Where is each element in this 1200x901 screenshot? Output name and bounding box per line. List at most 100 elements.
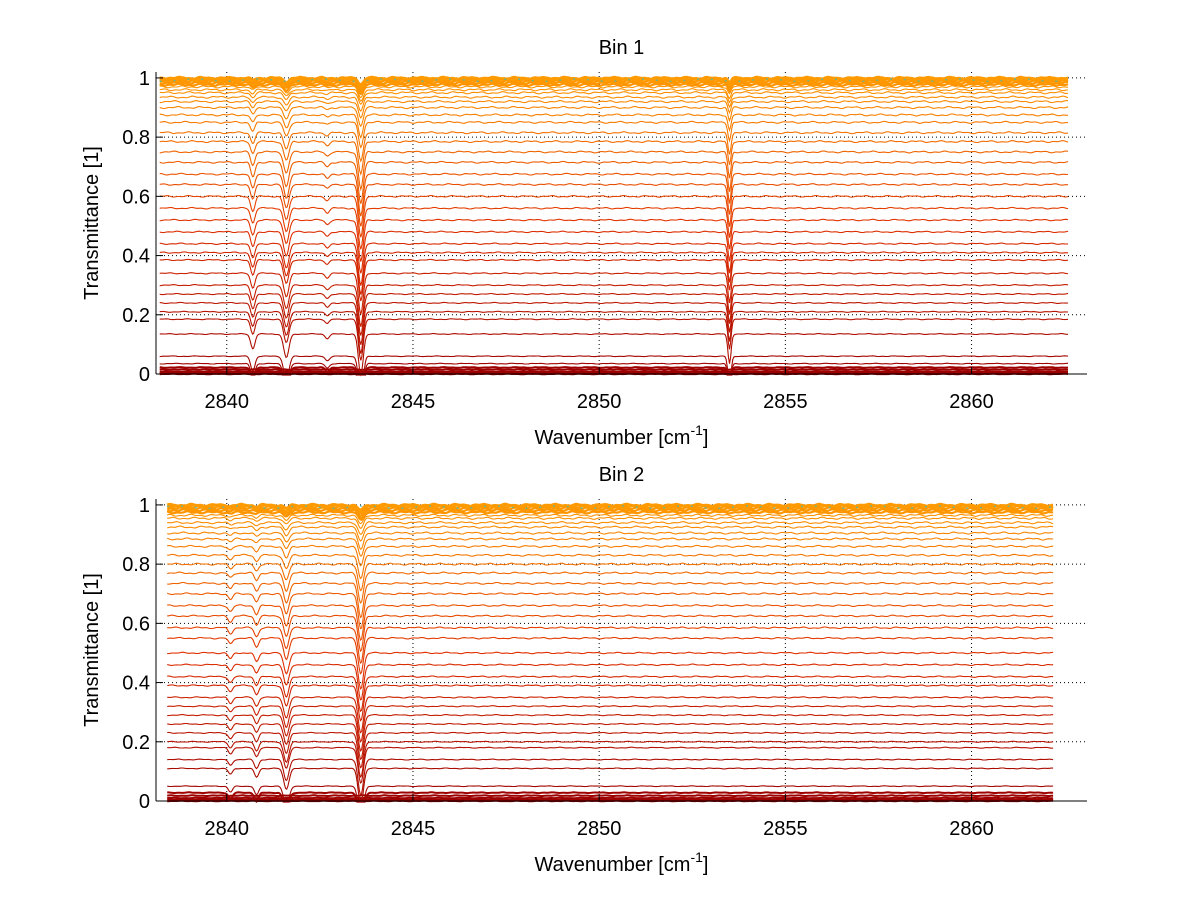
series-line xyxy=(167,626,1054,665)
series-line xyxy=(159,140,1069,176)
series-line xyxy=(159,150,1069,192)
noise-mark xyxy=(380,78,383,80)
series-group xyxy=(166,502,1054,804)
noise-mark xyxy=(236,505,239,507)
noise-mark xyxy=(484,505,487,508)
x-axis-label-end: ] xyxy=(703,427,709,449)
series-line xyxy=(159,362,1069,376)
series-line xyxy=(167,684,1054,722)
noise-mark xyxy=(759,506,762,508)
series-line xyxy=(167,525,1054,542)
y-axis-label: Transmittance [1] xyxy=(81,146,103,300)
series-line xyxy=(159,172,1069,217)
noise-mark xyxy=(573,78,576,80)
x-tick-label: 2855 xyxy=(763,818,808,840)
series-line xyxy=(159,318,1069,361)
y-axis-label: Transmittance [1] xyxy=(81,573,103,727)
noise-mark xyxy=(394,78,396,81)
noise-mark xyxy=(821,78,824,81)
series-line xyxy=(167,794,1054,798)
noise-mark xyxy=(346,506,349,509)
noise-mark xyxy=(490,80,493,82)
series-line xyxy=(167,696,1054,734)
series-line xyxy=(159,105,1069,128)
noise-mark xyxy=(228,80,231,82)
series-line xyxy=(159,218,1069,262)
x-axis-label-superscript: -1 xyxy=(690,849,703,865)
noise-mark xyxy=(663,506,666,509)
noise-mark xyxy=(745,505,748,507)
series-line xyxy=(159,230,1069,274)
series-line xyxy=(159,75,1069,86)
noise-mark xyxy=(263,507,266,509)
series-line xyxy=(159,85,1068,99)
noise-mark xyxy=(1027,78,1030,80)
noise-mark xyxy=(173,79,176,82)
series-line xyxy=(167,521,1054,535)
series-line xyxy=(167,796,1054,800)
noise-mark xyxy=(890,78,892,80)
noise-mark xyxy=(697,78,700,80)
noise-mark xyxy=(194,506,197,509)
series-line xyxy=(166,502,1054,511)
noise-mark xyxy=(586,78,589,81)
noise-mark xyxy=(167,505,170,508)
noise-mark xyxy=(511,506,514,509)
noise-mark xyxy=(373,505,376,508)
noise-mark xyxy=(181,505,183,507)
noise-mark xyxy=(318,506,321,508)
noise-mark xyxy=(718,507,721,509)
series-line xyxy=(159,368,1068,371)
noise-mark xyxy=(958,78,961,80)
series-line xyxy=(159,292,1069,336)
noise-mark xyxy=(449,78,452,80)
noise-mark xyxy=(401,507,404,509)
noise-mark xyxy=(297,80,300,82)
x-tick-label: 2860 xyxy=(949,391,994,413)
series-line xyxy=(167,537,1054,557)
series-line xyxy=(167,592,1054,630)
noise-mark xyxy=(291,505,294,508)
y-tick-label: 0.4 xyxy=(122,246,150,268)
noise-mark xyxy=(531,79,534,82)
series-line xyxy=(159,95,1069,113)
y-tick-label: 0 xyxy=(139,791,150,813)
noise-mark xyxy=(952,506,955,508)
noise-mark xyxy=(539,506,542,508)
noise-mark xyxy=(655,79,658,81)
series-line xyxy=(167,562,1054,592)
series-line xyxy=(166,508,1054,520)
series-line xyxy=(167,746,1054,784)
noise-mark xyxy=(793,80,796,82)
x-tick-label: 2850 xyxy=(577,818,622,840)
noise-mark xyxy=(187,78,190,80)
noise-mark xyxy=(980,507,983,509)
noise-mark xyxy=(470,507,473,509)
noise-mark xyxy=(497,505,500,507)
noise-mark xyxy=(1000,79,1003,82)
x-tick-label: 2845 xyxy=(391,818,436,840)
noise-mark xyxy=(559,79,562,81)
x-tick-label: 2860 xyxy=(949,818,994,840)
noise-mark xyxy=(242,79,245,81)
noise-mark xyxy=(305,505,307,507)
noise-mark xyxy=(787,507,790,509)
noise-mark xyxy=(683,79,686,82)
noise-mark xyxy=(724,80,727,82)
noise-mark xyxy=(993,505,996,507)
noise-mark xyxy=(807,80,810,82)
series-line xyxy=(167,651,1054,690)
x-tick-label: 2840 xyxy=(205,818,250,840)
chart-bin-1: 2840 2845 2850 2855 2860 0 0.2 0.4 0.6 0.8 1 Bin 1 T… xyxy=(81,37,1087,449)
series-line xyxy=(167,516,1054,529)
noise-mark xyxy=(566,505,569,508)
x-axis-label-superscript: -1 xyxy=(690,422,703,438)
series-line xyxy=(167,614,1054,653)
series-line xyxy=(159,120,1069,149)
series-line xyxy=(167,714,1054,752)
noise-mark xyxy=(407,80,410,82)
noise-mark xyxy=(387,507,390,509)
series-line xyxy=(159,310,1068,354)
y-tick-label: 1 xyxy=(139,495,150,517)
